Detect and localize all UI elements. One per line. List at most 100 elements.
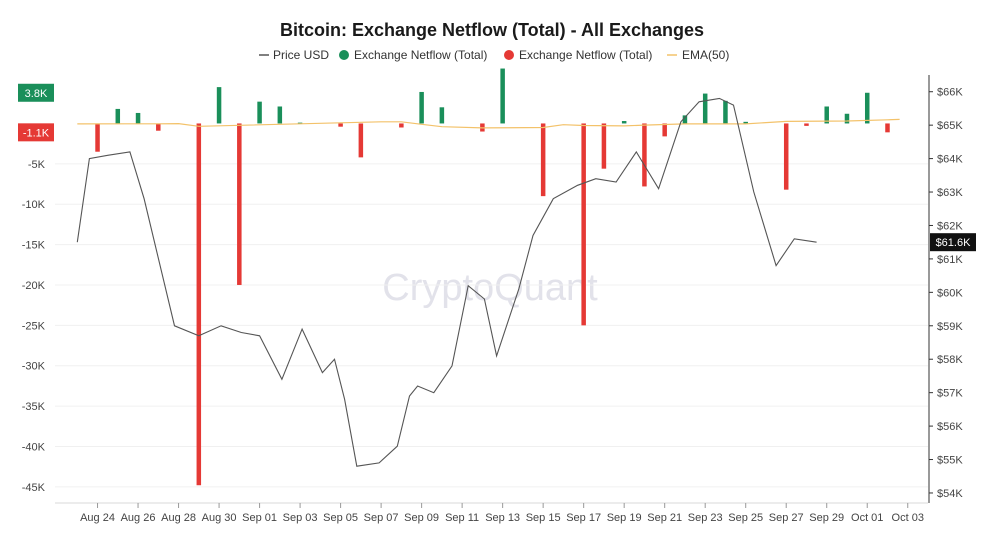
- chart-title: Bitcoin: Exchange Netflow (Total) - All …: [280, 20, 704, 40]
- netflow-inflow-bar: [702, 93, 708, 124]
- price-line: [76, 97, 817, 467]
- x-tick-label: Sep 11: [445, 512, 479, 524]
- last-price-label: $61.6K: [936, 237, 972, 249]
- legend-ema-label: EMA(50): [682, 48, 729, 62]
- right-tick-label: $65K: [937, 120, 963, 132]
- netflow-inflow-bar: [439, 107, 445, 124]
- netflow-inflow-bar: [257, 101, 262, 124]
- right-tick-label: $62K: [937, 220, 963, 232]
- right-tick-label: $59K: [937, 321, 963, 333]
- netflow-outflow-bar: [237, 123, 242, 285]
- netflow-outflow-bar: [196, 123, 202, 486]
- netflow-inflow-bar: [277, 106, 283, 124]
- x-tick-label: Sep 05: [323, 512, 358, 524]
- netflow-inflow-bar: [824, 106, 829, 124]
- netflow-inflow-bar: [216, 87, 222, 124]
- current-value-label: 3.8K: [25, 88, 48, 100]
- right-tick-label: $58K: [937, 354, 963, 366]
- right-tick-label: $56K: [937, 421, 963, 433]
- left-tick-label: -25K: [22, 320, 46, 332]
- right-tick-label: $60K: [937, 287, 963, 299]
- x-tick-label: Sep 25: [728, 512, 763, 524]
- netflow-inflow-bar: [297, 122, 303, 124]
- legend-outflow-label: Exchange Netflow (Total): [519, 48, 652, 62]
- x-tick-label: Sep 21: [647, 512, 682, 524]
- left-tick-label: -5K: [28, 159, 46, 171]
- x-tick-label: Sep 29: [809, 512, 844, 524]
- x-tick-label: Sep 17: [566, 512, 601, 524]
- x-tick-label: Sep 15: [526, 512, 561, 524]
- current-value-badge: [18, 83, 54, 102]
- left-tick-label: -40K: [22, 441, 46, 453]
- netflow-inflow-bar: [621, 121, 627, 124]
- netflow-outflow-bar: [540, 123, 546, 197]
- x-tick-label: Aug 28: [161, 512, 196, 524]
- current-value-badge: [18, 123, 54, 142]
- legend-inflow-label: Exchange Netflow (Total): [354, 48, 487, 62]
- netflow-inflow-bar: [743, 121, 748, 124]
- legend: Price USD Exchange Netflow (Total) Excha…: [259, 48, 729, 62]
- right-axis: $66K $65K $64K $63K $62K $61K $60K $59K $58K $57K…: [928, 75, 963, 503]
- last-price-badge: [930, 233, 976, 252]
- x-tick-label: Sep 09: [404, 512, 439, 524]
- netflow-outflow-bar: [804, 123, 809, 126]
- left-tick-label: -10K: [22, 199, 46, 211]
- x-tick-label: Aug 24: [80, 512, 115, 524]
- netflow-outflow-bar: [885, 123, 890, 133]
- netflow-outflow-bar: [358, 123, 364, 158]
- left-axis: -5K -10K -15K -20K -25K -30K -35K -40K -45K: [22, 159, 46, 494]
- x-tick-label: Aug 26: [121, 512, 156, 524]
- netflow-inflow-bar: [723, 100, 728, 124]
- right-tick-label: $66K: [937, 87, 963, 99]
- x-tick-label: Sep 07: [364, 512, 399, 524]
- left-tick-label: -35K: [22, 401, 46, 413]
- series-lines: [76, 97, 900, 467]
- netflow-outflow-bar: [399, 123, 404, 128]
- legend-price-label: Price USD: [273, 48, 329, 62]
- left-tick-label: -30K: [22, 361, 46, 373]
- grid: [55, 163, 928, 488]
- left-tick-label: -20K: [22, 280, 46, 292]
- right-tick-label: $63K: [937, 187, 963, 199]
- x-tick-label: Sep 13: [485, 512, 520, 524]
- netflow-outflow-bar: [783, 123, 789, 190]
- x-tick-label: Aug 30: [202, 512, 237, 524]
- x-tick-label: Sep 03: [283, 512, 318, 524]
- legend-inflow-swatch: [339, 50, 349, 60]
- netflow-inflow-bar: [500, 68, 505, 124]
- netflow-inflow-bar: [864, 92, 870, 124]
- netflow-outflow-bar: [662, 123, 667, 137]
- netflow-outflow-bar: [156, 123, 161, 131]
- netflow-outflow-bar: [601, 123, 607, 169]
- netflow-inflow-bar: [135, 112, 141, 124]
- x-tick-label: Sep 27: [769, 512, 804, 524]
- current-value-label: -1.1K: [23, 127, 50, 139]
- x-tick-label: Sep 19: [607, 512, 642, 524]
- netflow-inflow-bar: [419, 91, 424, 124]
- netflow-inflow-bar: [115, 108, 121, 124]
- watermark: CryptoQuant: [382, 267, 598, 309]
- netflow-outflow-bar: [338, 123, 343, 127]
- netflow-bars: [95, 68, 890, 486]
- ema-line: [77, 118, 900, 129]
- netflow-outflow-bar: [581, 123, 586, 326]
- left-tick-label: -45K: [22, 482, 46, 494]
- left-tick-label: -15K: [22, 240, 46, 252]
- netflow-outflow-bar: [642, 123, 647, 187]
- value-badges: 3.8K -1.1K $61.6K: [18, 83, 976, 252]
- x-axis: Aug 24 Aug 26 Aug 28 Aug 30 Sep 01 Sep 03 Sep …: [55, 502, 928, 524]
- x-tick-label: Sep 01: [242, 512, 277, 524]
- x-tick-label: Sep 23: [688, 512, 723, 524]
- netflow-inflow-bar: [682, 115, 688, 124]
- right-tick-label: $64K: [937, 154, 963, 166]
- legend-outflow-swatch: [504, 50, 514, 60]
- netflow-outflow-bar: [95, 123, 100, 152]
- right-tick-label: $57K: [937, 388, 963, 400]
- x-tick-label: Oct 01: [851, 512, 883, 524]
- right-tick-label: $61K: [937, 254, 963, 266]
- x-tick-label: Oct 03: [892, 512, 924, 524]
- right-tick-label: $55K: [937, 455, 963, 467]
- right-tick-label: $54K: [937, 488, 963, 500]
- netflow-inflow-bar: [844, 113, 850, 124]
